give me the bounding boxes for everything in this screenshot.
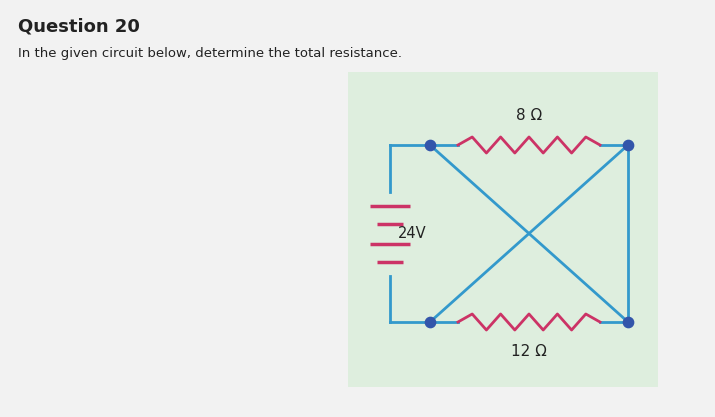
Point <box>424 319 435 325</box>
FancyBboxPatch shape <box>348 72 658 387</box>
Point <box>622 319 633 325</box>
Text: In the given circuit below, determine the total resistance.: In the given circuit below, determine th… <box>18 47 402 60</box>
Point <box>424 142 435 148</box>
Text: Question 20: Question 20 <box>18 17 140 35</box>
Point <box>622 142 633 148</box>
Text: 24V: 24V <box>398 226 427 241</box>
Text: 8 Ω: 8 Ω <box>516 108 542 123</box>
Text: 12 Ω: 12 Ω <box>511 344 547 359</box>
